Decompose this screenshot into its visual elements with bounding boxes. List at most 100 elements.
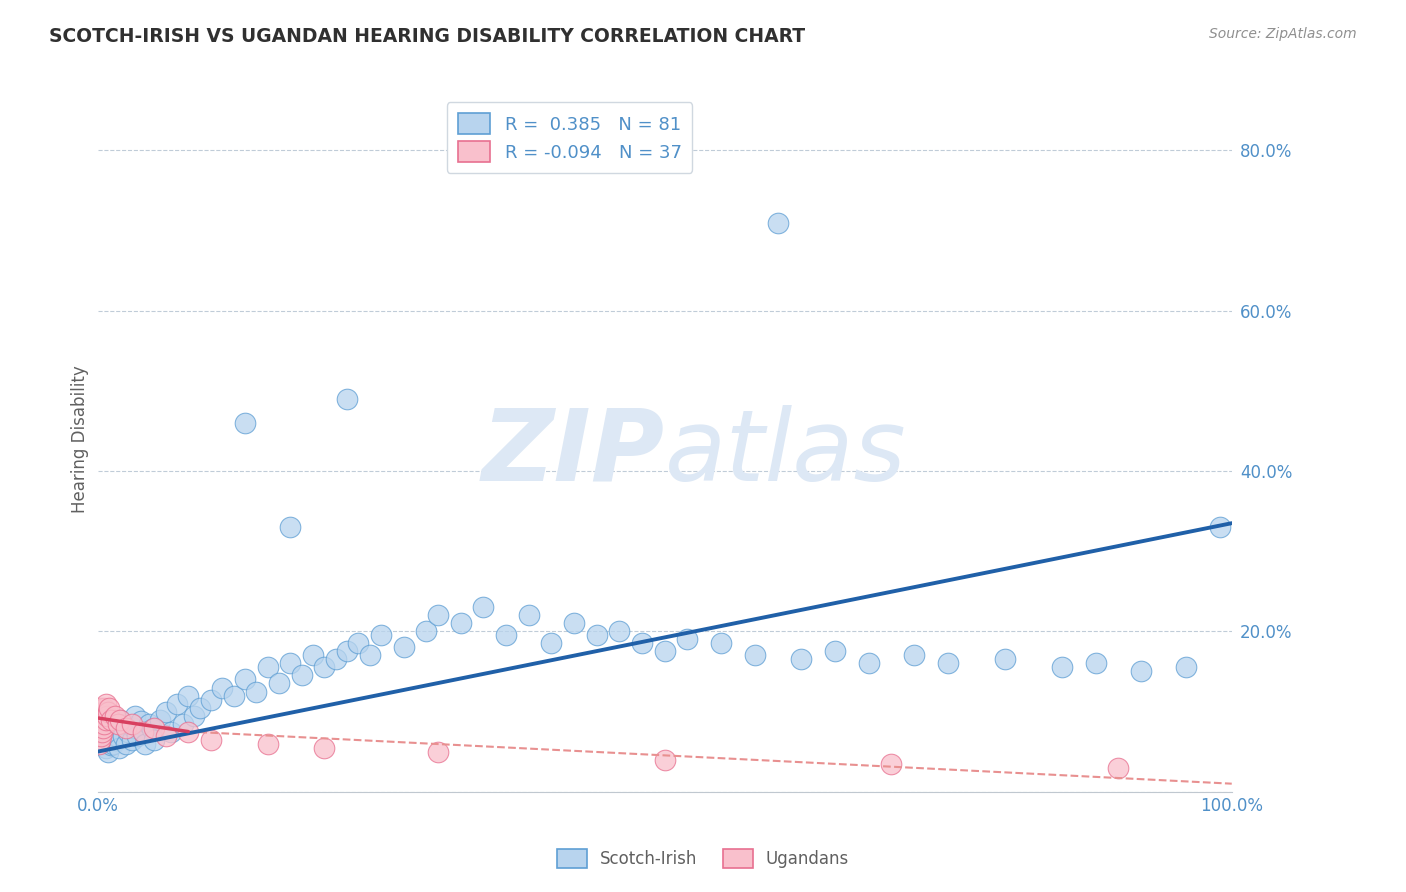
Point [129, 714, 152, 728]
Point [91, 737, 114, 751]
Point [766, 216, 789, 230]
Point [426, 745, 449, 759]
Point [790, 652, 813, 666]
Point [450, 616, 472, 631]
Point [1084, 657, 1107, 671]
Point [302, 648, 325, 663]
Point [87, 721, 110, 735]
Point [256, 737, 278, 751]
Point [211, 681, 233, 695]
Point [124, 708, 146, 723]
Point [245, 684, 267, 698]
Point [824, 644, 846, 658]
Point [177, 689, 200, 703]
Point [177, 724, 200, 739]
Point [115, 721, 138, 735]
Point [143, 721, 166, 735]
Point [267, 676, 290, 690]
Point [90, 700, 112, 714]
Point [97, 700, 120, 714]
Point [105, 721, 128, 735]
Point [100, 713, 122, 727]
Point [89, 732, 111, 747]
Point [90, 729, 112, 743]
Legend: R =  0.385   N = 81, R = -0.094   N = 37: R = 0.385 N = 81, R = -0.094 N = 37 [447, 103, 693, 173]
Point [93, 716, 115, 731]
Point [607, 624, 630, 639]
Point [994, 652, 1017, 666]
Point [936, 657, 959, 671]
Point [540, 636, 562, 650]
Point [91, 724, 114, 739]
Point [121, 732, 143, 747]
Point [87, 708, 110, 723]
Point [134, 737, 156, 751]
Point [115, 737, 138, 751]
Point [426, 608, 449, 623]
Point [108, 740, 131, 755]
Point [314, 740, 336, 755]
Point [166, 697, 188, 711]
Point [114, 716, 136, 731]
Point [472, 600, 495, 615]
Point [117, 724, 139, 739]
Point [744, 648, 766, 663]
Point [654, 644, 676, 658]
Point [94, 713, 117, 727]
Point [103, 737, 125, 751]
Point [325, 652, 347, 666]
Point [121, 716, 143, 731]
Point [1175, 660, 1198, 674]
Point [107, 716, 129, 731]
Point [100, 738, 122, 752]
Point [710, 636, 733, 650]
Point [91, 721, 114, 735]
Point [562, 616, 585, 631]
Point [107, 730, 129, 744]
Point [132, 724, 155, 739]
Point [392, 640, 415, 655]
Point [141, 722, 163, 736]
Point [89, 716, 111, 731]
Point [280, 520, 302, 534]
Point [347, 636, 370, 650]
Point [495, 628, 517, 642]
Point [103, 708, 125, 723]
Point [291, 668, 314, 682]
Point [359, 648, 381, 663]
Point [122, 721, 145, 735]
Point [336, 392, 359, 406]
Point [314, 660, 336, 674]
Point [143, 732, 166, 747]
Point [89, 705, 111, 719]
Point [111, 729, 134, 743]
Point [1050, 660, 1073, 674]
Y-axis label: Hearing Disability: Hearing Disability [72, 365, 89, 513]
Point [98, 729, 121, 743]
Point [676, 632, 699, 647]
Point [172, 716, 194, 731]
Point [103, 724, 125, 739]
Text: SCOTCH-IRISH VS UGANDAN HEARING DISABILITY CORRELATION CHART: SCOTCH-IRISH VS UGANDAN HEARING DISABILI… [49, 27, 806, 45]
Point [1107, 761, 1129, 775]
Point [97, 705, 120, 719]
Point [110, 713, 132, 727]
Point [903, 648, 925, 663]
Point [93, 700, 115, 714]
Legend: Scotch-Irish, Ugandans: Scotch-Irish, Ugandans [550, 842, 856, 875]
Point [1209, 520, 1232, 534]
Text: ZIP: ZIP [482, 405, 665, 501]
Point [110, 713, 132, 727]
Point [96, 721, 118, 735]
Point [631, 636, 654, 650]
Point [200, 692, 222, 706]
Point [517, 608, 540, 623]
Point [256, 660, 278, 674]
Point [415, 624, 437, 639]
Point [858, 657, 880, 671]
Point [90, 713, 112, 727]
Point [188, 700, 211, 714]
Point [155, 705, 177, 719]
Point [336, 644, 359, 658]
Point [155, 729, 177, 743]
